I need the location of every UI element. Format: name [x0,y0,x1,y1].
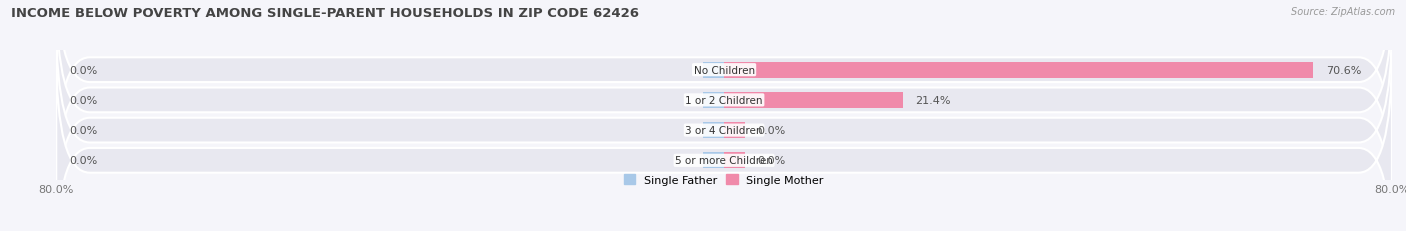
Text: INCOME BELOW POVERTY AMONG SINGLE-PARENT HOUSEHOLDS IN ZIP CODE 62426: INCOME BELOW POVERTY AMONG SINGLE-PARENT… [11,7,640,20]
Legend: Single Father, Single Mother: Single Father, Single Mother [624,175,824,185]
Bar [724,93,903,108]
Text: 5 or more Children: 5 or more Children [675,156,773,166]
Text: 0.0%: 0.0% [758,156,786,166]
Text: No Children: No Children [693,65,755,75]
FancyBboxPatch shape [56,53,1392,231]
FancyBboxPatch shape [56,0,1392,178]
Text: 0.0%: 0.0% [758,126,786,136]
Text: 21.4%: 21.4% [915,95,950,105]
Text: 70.6%: 70.6% [1326,65,1361,75]
Text: Source: ZipAtlas.com: Source: ZipAtlas.com [1291,7,1395,17]
Text: 1 or 2 Children: 1 or 2 Children [685,95,763,105]
Bar [724,153,745,168]
Bar [703,93,724,108]
FancyBboxPatch shape [56,0,1392,208]
Bar [703,63,724,78]
Bar [724,123,745,138]
FancyBboxPatch shape [56,23,1392,231]
Text: 0.0%: 0.0% [69,65,97,75]
Bar [703,153,724,168]
Text: 3 or 4 Children: 3 or 4 Children [685,126,763,136]
Bar [724,63,1313,78]
Text: 0.0%: 0.0% [69,156,97,166]
Bar [703,123,724,138]
Text: 0.0%: 0.0% [69,126,97,136]
Text: 0.0%: 0.0% [69,95,97,105]
